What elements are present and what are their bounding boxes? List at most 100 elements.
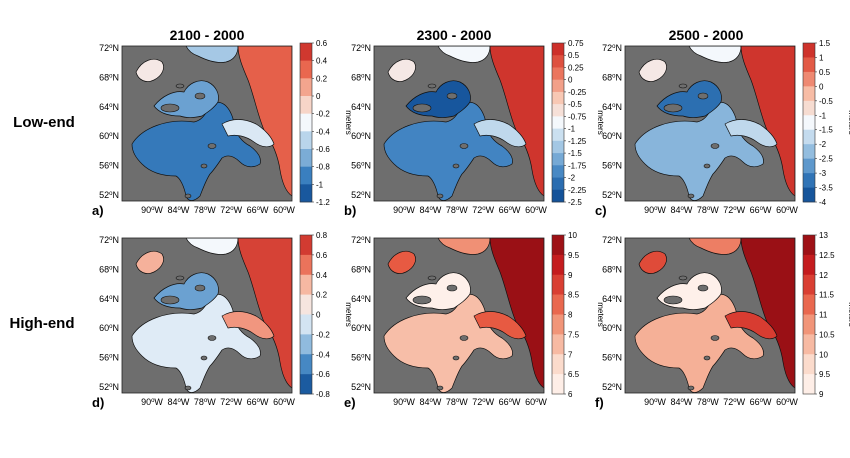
- colorbar-segment: [552, 254, 564, 276]
- colorbar-segment: [552, 274, 564, 295]
- colorbar-tick-label: 11.5: [819, 291, 835, 300]
- longitude-tick-label: 78oW: [446, 205, 468, 215]
- colorbar-segment: [803, 144, 815, 159]
- colorbar-tick-label: -2.5: [568, 198, 582, 207]
- colorbar-tick-label: -1.25: [568, 137, 587, 146]
- colorbar-segment: [300, 184, 312, 203]
- colorbar-segment: [300, 374, 312, 395]
- longitude-tick-label: 60oW: [776, 205, 798, 215]
- longitude-tick-label: 66oW: [499, 397, 521, 407]
- colorbar-unit-label: meters: [344, 110, 353, 134]
- longitude-tick-label: 90oW: [644, 205, 666, 215]
- colorbar-tick-label: 0: [568, 76, 573, 85]
- colorbar-tick-label: 0.25: [568, 63, 584, 72]
- map-area: [121, 45, 293, 202]
- island: [710, 143, 720, 149]
- colorbar-unit-label: meters: [344, 302, 353, 326]
- map-panel: 72oN 68oN 64oN 60oN 56oN 52oN 90oW 84oW 78oW 72oW…: [344, 39, 605, 218]
- map-frame: [624, 237, 796, 394]
- island: [703, 355, 711, 361]
- latitude-tick-label: 68oN: [99, 72, 119, 82]
- colorbar-segment: [552, 153, 564, 166]
- longitude-tick-label: 78oW: [446, 397, 468, 407]
- colorbar-segment: [552, 79, 564, 93]
- panel-letter: c): [595, 203, 607, 218]
- longitude-tick-label: 66oW: [499, 205, 521, 215]
- colorbar-tick-label: -0.2: [316, 110, 330, 119]
- longitude-tick-label: 72oW: [472, 397, 494, 407]
- colorbar-segment: [803, 86, 815, 102]
- colorbar-tick-label: -1: [568, 125, 576, 134]
- latitude-tick-label: 56oN: [99, 161, 119, 171]
- latitude-tick-label: 52oN: [602, 190, 622, 200]
- latitude-tick-label: 64oN: [602, 294, 622, 304]
- island: [427, 83, 437, 89]
- colorbar-segment: [552, 235, 564, 256]
- colorbar-segment: [552, 334, 564, 355]
- colorbar-tick-label: -1.2: [316, 198, 330, 207]
- island: [459, 335, 469, 341]
- island: [412, 103, 432, 113]
- colorbar-tick-label: 0: [316, 311, 321, 320]
- colorbar-segment: [300, 113, 312, 132]
- colorbar-segment: [803, 235, 815, 256]
- colorbar-tick-label: 12.5: [819, 251, 835, 260]
- map-frame: [121, 237, 293, 394]
- colorbar-tick-label: -0.4: [316, 350, 330, 359]
- row-labels: Low-end High-end: [10, 114, 75, 332]
- longitude-tick-label: 90oW: [393, 205, 415, 215]
- colorbar-segment: [552, 140, 564, 154]
- island: [200, 355, 208, 361]
- colorbar-tick-label: 10.5: [819, 330, 835, 339]
- colorbar-segment: [803, 374, 815, 395]
- map-panel: 72oN 68oN 64oN 60oN 56oN 52oN 90oW 84oW 78oW 72oW…: [92, 39, 353, 218]
- island: [697, 92, 709, 100]
- colorbar-segment: [300, 254, 312, 276]
- colorbar-segment: [552, 67, 564, 80]
- colorbar-tick-label: 7: [568, 350, 573, 359]
- latitude-tick-label: 72oN: [99, 43, 119, 53]
- colorbar-tick-label: -0.4: [316, 127, 330, 136]
- map-frame: [624, 45, 796, 202]
- latitude-tick-label: 72oN: [602, 235, 622, 245]
- island: [678, 83, 688, 89]
- longitude-tick-label: 90oW: [644, 397, 666, 407]
- map-panel: 72oN 68oN 64oN 60oN 56oN 52oN 90oW 84oW 78oW 72oW…: [595, 39, 850, 218]
- map-area: [121, 237, 293, 394]
- latitude-tick-label: 68oN: [602, 72, 622, 82]
- colorbar-tick-label: 13: [819, 231, 828, 240]
- colorbar-segment: [803, 314, 815, 335]
- panel-letter: e): [344, 395, 356, 410]
- colorbar-tick-label: 7.5: [568, 330, 580, 339]
- latitude-tick-label: 64oN: [351, 294, 371, 304]
- latitude-tick-label: 64oN: [351, 102, 371, 112]
- latitude-tick-label: 56oN: [602, 353, 622, 363]
- colorbar-tick-label: 0: [316, 92, 321, 101]
- colorbar-frame: [551, 42, 565, 203]
- island: [160, 295, 180, 305]
- island: [207, 335, 217, 341]
- row-label-low-end: Low-end: [13, 114, 75, 131]
- island: [697, 284, 709, 292]
- latitude-tick-label: 56oN: [99, 353, 119, 363]
- column-titles: 2100 - 2000 2300 - 2000 2500 - 2000: [170, 27, 744, 43]
- colorbar: 0.8 0.6 0.4 0.2 0 -0.2 -0.4 -0.6 -0.8 meters: [299, 231, 353, 399]
- panel-letter: b): [344, 203, 356, 218]
- colorbar-frame: [299, 42, 313, 203]
- island: [175, 275, 185, 281]
- row-label-high-end: High-end: [10, 315, 75, 332]
- island: [200, 163, 208, 169]
- colorbar-segment: [552, 177, 564, 191]
- colorbar-tick-label: 10: [819, 350, 828, 359]
- colorbar: 0.6 0.4 0.2 0 -0.2 -0.4 -0.6 -0.8 -1 -1.2 meters: [299, 39, 353, 207]
- colorbar-segment: [803, 294, 815, 315]
- island: [459, 143, 469, 149]
- colorbar-tick-label: 0.75: [568, 39, 584, 48]
- colorbar-segment: [803, 334, 815, 355]
- map-area: [624, 237, 796, 394]
- island: [678, 275, 688, 281]
- colorbar-segment: [552, 55, 564, 68]
- colorbar-segment: [803, 100, 815, 116]
- latitude-tick-label: 68oN: [351, 72, 371, 82]
